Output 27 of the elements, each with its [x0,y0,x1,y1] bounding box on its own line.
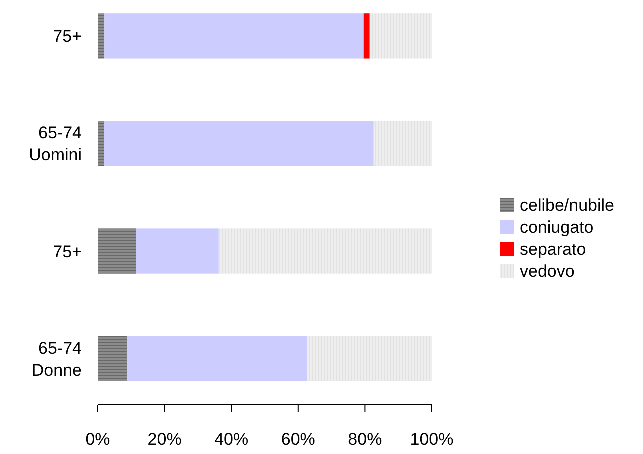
bar [98,228,136,274]
bar [104,121,374,166]
bar [364,14,370,59]
x-tick-label: 100% [410,430,454,449]
legend-label: separato [520,240,586,259]
bar [98,14,105,59]
legend-label: vedovo [520,262,575,281]
x-tick-label: 0% [86,430,110,449]
bar [98,336,128,382]
y-tick-label: 65-74 Donne [32,338,82,380]
bar [370,14,432,59]
x-tick-label: 80% [348,430,382,449]
x-tick-label: 40% [214,430,249,449]
bar [136,228,219,274]
bar [218,228,432,274]
bar [374,121,432,166]
y-tick-label: 75+ [53,27,82,46]
x-tick-label: 20% [148,430,182,449]
y-tick-label: 75+ [53,242,82,262]
legend-label: celibe/nubile [520,196,615,215]
bar [127,336,308,382]
x-tick-label: 60% [281,430,316,449]
bar [104,14,364,59]
bar [98,121,104,166]
bar [307,336,432,382]
legend-label: coniugato [520,218,594,237]
y-tick-label: 65-74 Uomini [29,124,82,165]
